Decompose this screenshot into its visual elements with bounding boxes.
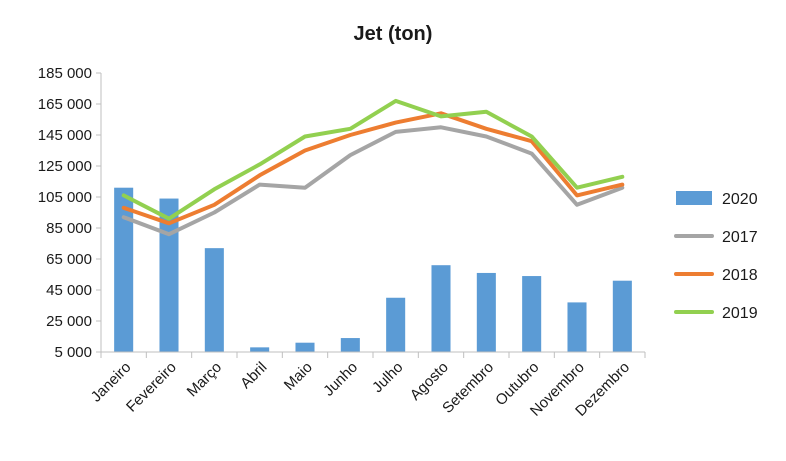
legend: 2020 2017 2018 2019 [674,191,758,322]
y-tick-label: 65 000 [46,251,92,268]
legend-label-2019: 2019 [722,305,758,322]
bar-2020 [476,272,496,352]
bar-2020 [250,347,270,352]
line-2019 [121,98,625,221]
legend-label-2020: 2020 [722,191,758,208]
x-tick-label: Março [184,359,225,400]
y-tick-label: 145 000 [38,127,92,144]
y-tick-label: 185 000 [38,65,92,82]
bar-2020 [612,280,632,352]
y-tick-label: 165 000 [38,96,92,113]
legend-label-2017: 2017 [722,229,758,246]
x-tick-label: Abril [237,359,270,392]
bar-2020 [567,302,587,352]
bar-2020 [114,187,134,352]
bar-2020 [340,338,360,352]
y-tick-label: 25 000 [46,313,92,330]
x-tick-label: Maio [281,359,316,394]
bar-2020 [159,198,179,352]
y-tick-label: 125 000 [38,158,92,175]
bar-2020 [204,248,224,352]
x-tick-label: Agosto [407,359,452,404]
bar-2020 [295,342,315,352]
x-tick-label: Fevereiro [123,359,180,416]
y-tick-label: 105 000 [38,189,92,206]
legend-label-2018: 2018 [722,267,758,284]
line-2018 [121,111,625,226]
bar-2020 [386,297,406,352]
x-tick-label: Junho [320,359,361,400]
legend-swatch-2020 [676,191,712,205]
y-tick-label: 45 000 [46,282,92,299]
chart-title: Jet (ton) [354,23,433,45]
line-2017 [121,125,625,237]
y-tick-label: 5 000 [54,344,92,361]
x-tick-label: Julho [369,359,406,396]
bar-2020 [522,276,542,352]
bar-2020 [431,265,451,352]
y-tick-label: 85 000 [46,220,92,237]
plot-area: 5 000 25 000 45 000 65 000 85 000 105 000 125 … [38,65,646,420]
